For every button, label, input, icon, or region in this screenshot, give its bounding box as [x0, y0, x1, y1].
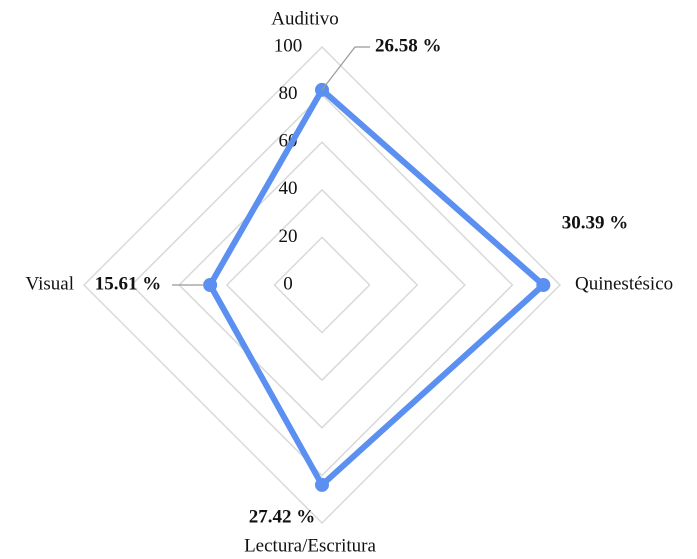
category-label: Auditivo [271, 8, 339, 29]
data-label: 26.58 % [375, 35, 442, 56]
data-label: 27.42 % [249, 506, 316, 527]
grid-ring [273, 236, 371, 334]
grid-ring [82, 45, 562, 525]
grid-ring [130, 93, 514, 477]
grid-ring [225, 188, 419, 382]
data-label: 30.39 % [562, 212, 629, 233]
r-tick-label: 0 [283, 273, 293, 294]
data-label: 15.61 % [95, 273, 162, 294]
r-tick-label: 80 [279, 83, 298, 104]
point [536, 278, 551, 292]
leader-line [321, 46, 370, 91]
r-tick-label: 40 [279, 178, 298, 199]
point [203, 278, 218, 292]
category-label: Lectura/Escritura [244, 535, 376, 556]
r-tick-label: 20 [279, 226, 298, 247]
grid-ring [178, 141, 466, 429]
point [315, 477, 329, 492]
category-label: Visual [26, 273, 74, 294]
r-tick-label: 100 [274, 35, 303, 56]
category-label: Quinestésico [575, 273, 673, 294]
